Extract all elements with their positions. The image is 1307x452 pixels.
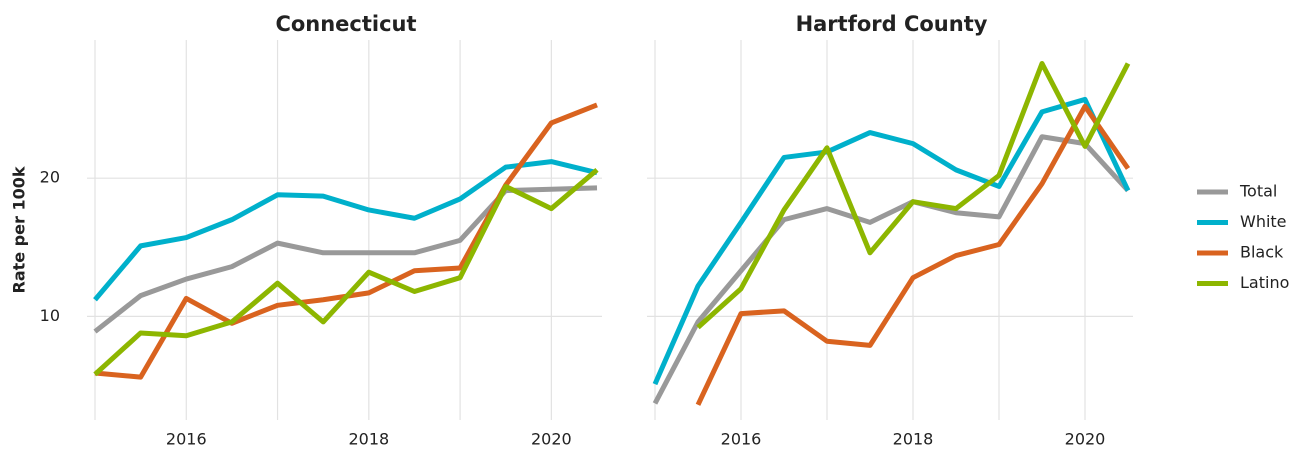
line-series — [93, 159, 598, 302]
y-tick-label: 20 — [40, 168, 60, 187]
line-series — [93, 167, 599, 377]
legend-label: Total — [1239, 182, 1277, 201]
legend-label: White — [1240, 212, 1287, 231]
line-series — [652, 134, 1130, 405]
line-series — [93, 185, 598, 334]
chart-title: Connecticut — [275, 12, 416, 36]
chart-title: Hartford County — [796, 12, 988, 36]
x-tick-label: 2018 — [893, 430, 934, 449]
x-tick-label: 2020 — [1065, 430, 1106, 449]
x-tick-label: 2016 — [166, 430, 207, 449]
line-series — [695, 103, 1131, 406]
x-tick-label: 2016 — [721, 430, 762, 449]
line-series — [696, 60, 1131, 330]
y-tick-label: 10 — [40, 306, 60, 325]
x-tick-label: 2018 — [348, 430, 389, 449]
y-axis-label: Rate per 100k — [10, 166, 29, 293]
line-series — [652, 96, 1131, 386]
legend-label: Black — [1240, 243, 1284, 262]
legend-label: Latino — [1240, 273, 1289, 292]
x-tick-label: 2020 — [531, 430, 572, 449]
